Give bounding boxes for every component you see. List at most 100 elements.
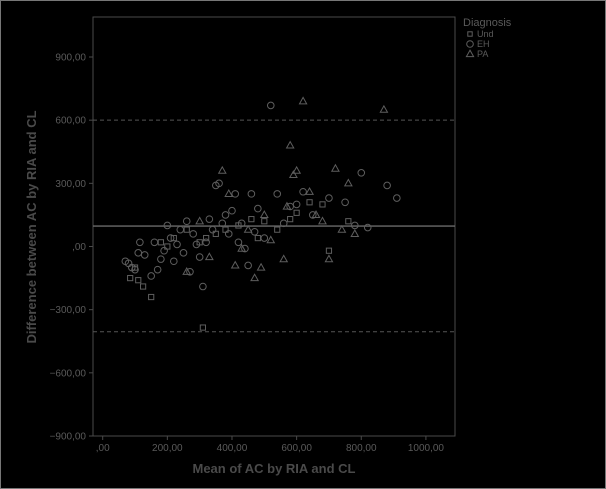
data-point-eh [351,221,359,230]
data-point-und [248,216,255,223]
y-tick-label: 300,00 [55,179,86,190]
data-point-eh [153,265,162,274]
data-point-und [222,226,229,233]
data-point-eh [244,261,252,270]
data-point-pa [279,254,289,263]
y-tick-label: −900,00 [50,432,87,443]
y-tick-label: 900,00 [55,53,86,64]
data-point-pa [379,104,389,113]
data-point-eh [393,194,401,202]
data-point-eh [147,272,155,280]
data-point-pa [224,189,234,197]
data-point-und [274,226,281,233]
data-point-und [183,226,190,233]
data-point-eh [179,249,188,257]
data-point-pa [182,266,192,275]
data-point-eh [157,255,165,263]
legend-title: Diagnosis [463,17,512,29]
data-point-pa [311,210,321,219]
data-point-eh [383,181,391,190]
data-point-eh [363,223,372,232]
legend-marker-eh [466,40,474,48]
y-tick-label: ,00 [72,242,86,253]
data-point-pa [292,165,302,174]
data-point-eh [357,169,366,177]
series-pa [182,96,389,282]
data-point-pa [217,165,227,174]
data-point-und [345,218,352,225]
data-point-eh [273,190,282,198]
data-point-eh [186,267,194,276]
legend-marker-pa [465,49,475,58]
data-point-eh [176,225,185,234]
y-tick-label: −600,00 [50,368,87,379]
data-point-und [306,199,313,206]
data-point-eh [286,202,294,211]
data-point-und [199,324,206,331]
data-point-eh [215,179,223,188]
data-point-eh [241,244,249,253]
data-point-pa [343,178,353,187]
y-axis-title: Difference between AC by RIA and CL [24,110,39,343]
data-point-eh [140,251,149,259]
data-point-eh [237,219,246,228]
series-eh [121,101,401,291]
data-point-pa [243,224,253,233]
data-point-eh [189,230,197,238]
data-point-pa [285,140,295,149]
data-point-eh [218,219,227,228]
x-tick-label: 800,00 [346,443,377,454]
data-point-und [212,230,219,237]
data-points [121,96,401,331]
data-point-pa [266,235,276,244]
data-point-und [164,243,171,250]
data-point-pa [318,216,327,225]
data-point-eh [292,200,301,209]
y-axis: −900,00 −600,00 −300,00 ,00 300,00 600,00 900,… [50,53,93,443]
x-tick-label: ,00 [96,443,110,454]
data-point-pa [256,262,266,271]
data-point-und [261,218,268,225]
data-point-pa [195,216,205,225]
data-point-eh [341,198,349,207]
data-point-pa [204,252,214,261]
data-point-eh [131,265,139,274]
data-point-eh [231,190,240,198]
data-point-pa [230,260,240,269]
data-point-eh [195,253,204,261]
data-point-und [127,274,134,282]
data-point-eh [150,238,159,247]
data-point-eh [170,257,178,266]
data-point-eh [308,211,317,219]
data-point-eh [254,204,262,213]
data-point-und [287,216,294,223]
data-point-und [139,283,147,290]
data-point-eh [192,240,201,249]
data-point-eh [208,225,217,234]
data-point-und [170,234,177,242]
data-point-eh [224,230,233,238]
data-point-und [293,209,300,216]
data-point-eh [199,282,207,291]
reference-lines [93,119,455,333]
x-axis-title: Mean of AC by RIA and CL [193,461,356,476]
data-point-eh [202,238,210,247]
data-point-eh [325,194,333,202]
y-tick-label: −300,00 [50,305,87,316]
x-tick-label: 200,00 [152,443,183,454]
data-point-pa [237,243,247,252]
data-point-pa [288,170,298,179]
legend-label-pa: PA [477,49,488,59]
data-point-pa [350,229,360,237]
data-point-und [203,234,210,242]
legend-label-und: Und [477,29,494,39]
x-axis: ,00 200,00 400,00 600,00 800,00 1000,00 [96,436,444,454]
data-point-eh [136,238,144,247]
series-und [127,199,352,331]
data-point-eh [163,221,172,230]
data-point-und [325,247,333,254]
data-point-eh [266,101,275,110]
